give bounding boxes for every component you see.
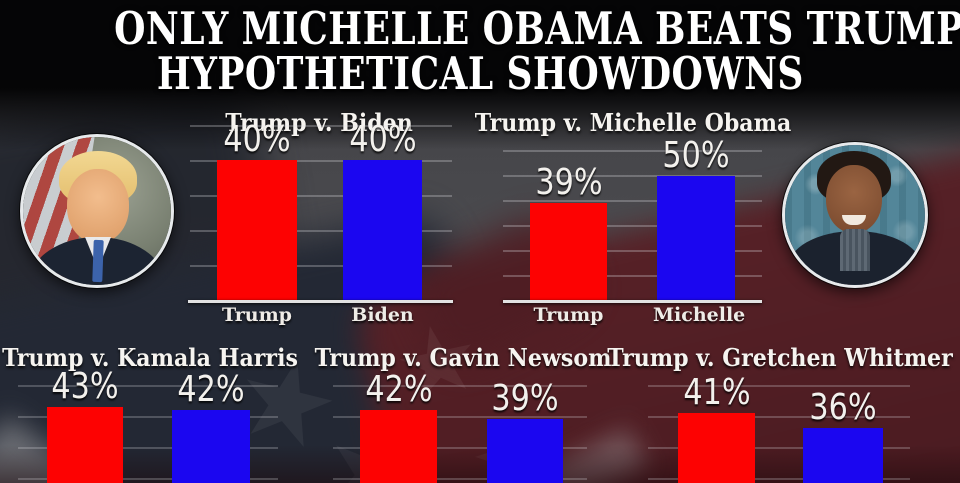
x-axis: [188, 300, 453, 303]
chart-trump-v-gretchen-whitmer: Trump v. Gretchen Whitmer 41% 36%: [607, 340, 953, 483]
michelle-photo-turtleneck: [840, 229, 870, 271]
plot-area: 41% 36%: [630, 340, 930, 483]
chart-trump-v-michelle-obama: Trump v. Michelle Obama 39% 50% Trump Mi…: [474, 103, 791, 328]
whitmer-value-label: 36%: [809, 387, 877, 428]
biden-bar: [343, 160, 422, 300]
trump-value-label: 39%: [535, 162, 603, 203]
newsom-bar: [487, 419, 563, 483]
chart-title: Trump v. Gavin Newsom: [314, 343, 612, 372]
chart-trump-v-gavin-newsom: Trump v. Gavin Newsom 42% 39%: [315, 340, 611, 483]
title-backdrop: [0, 0, 960, 155]
bottom-vignette: [0, 445, 960, 483]
trump-bar: [47, 407, 123, 483]
trump-photo: [20, 134, 174, 288]
chart-title: Trump v. Gretchen Whitmer: [607, 343, 953, 372]
x-axis-label-trump: Trump: [222, 304, 292, 326]
x-axis-label-trump: Trump: [533, 304, 604, 326]
michelle-obama-photo: [782, 142, 928, 288]
trump-bar: [217, 160, 297, 300]
x-axis-label-biden: Biden: [351, 304, 414, 326]
chart-title: Trump v. Biden: [225, 108, 413, 137]
plot-area: 42% 39%: [330, 340, 596, 483]
trump-photo-tie: [92, 239, 104, 283]
trump-bar: [530, 203, 607, 300]
plot-area: 39% 50%: [495, 103, 770, 303]
chart-trump-v-biden: Trump v. Biden 40% 40% Trump Biden: [183, 103, 455, 328]
harris-value-label: 42%: [177, 369, 245, 410]
harris-bar: [172, 410, 250, 483]
trump-value-label: 42%: [365, 369, 433, 410]
biden-value-label: 40%: [349, 119, 417, 160]
whitmer-bar: [803, 428, 883, 483]
plot-area: 40% 40%: [183, 103, 455, 303]
michelle-photo-smile: [842, 215, 866, 225]
main-title-line1: ONLY MICHELLE OBAMA BEATS TRUMP IN: [114, 2, 960, 55]
plot-area: 43% 42%: [12, 340, 288, 483]
main-title: ONLY MICHELLE OBAMA BEATS TRUMP IN HYPOT…: [0, 6, 960, 96]
x-axis-label-michelle: Michelle: [653, 304, 746, 326]
trump-bar: [678, 413, 755, 483]
michelle-value-label: 50%: [662, 135, 730, 176]
trump-bar: [360, 410, 437, 483]
trump-value-label: 41%: [683, 372, 751, 413]
trump-value-label: 40%: [223, 119, 291, 160]
trump-photo-face: [67, 169, 129, 243]
trump-value-label: 43%: [51, 366, 119, 407]
chart-trump-v-kamala-harris: Trump v. Kamala Harris 43% 42%: [2, 340, 298, 483]
main-title-line2: HYPOTHETICAL SHOWDOWNS: [156, 47, 804, 100]
x-axis: [503, 300, 762, 303]
chart-title: Trump v. Michelle Obama: [474, 108, 791, 137]
chart-title: Trump v. Kamala Harris: [2, 343, 298, 372]
newsom-value-label: 39%: [491, 378, 559, 419]
michelle-bar: [657, 176, 735, 300]
